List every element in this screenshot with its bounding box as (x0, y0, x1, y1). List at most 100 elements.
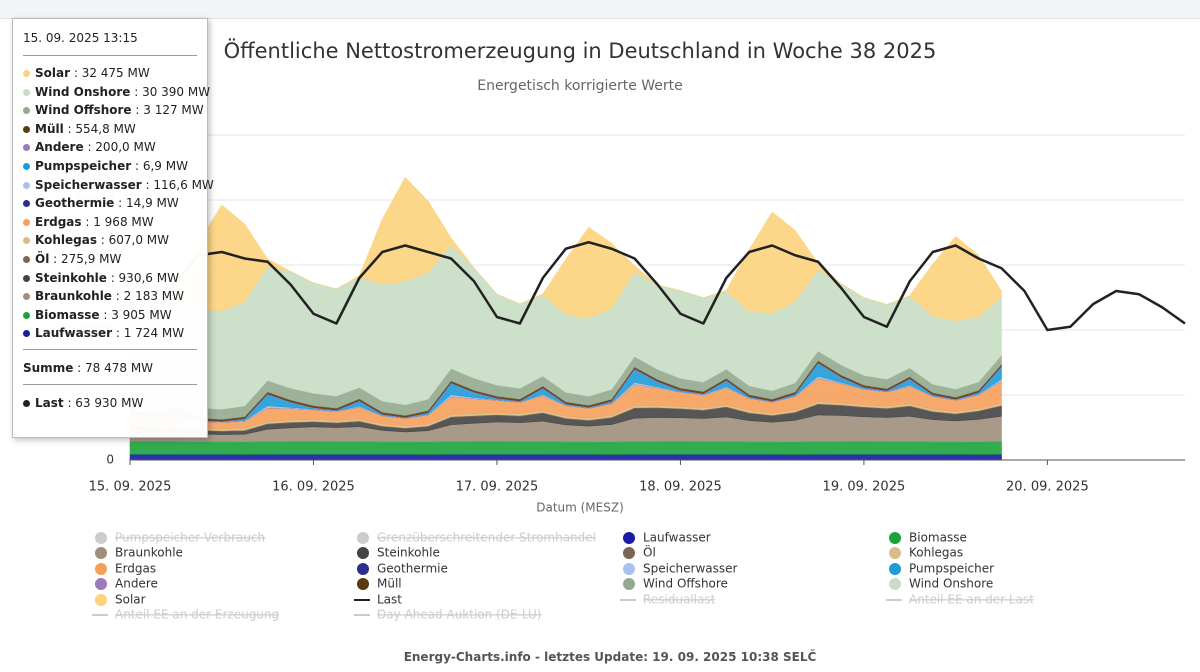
legend-symbol (623, 547, 635, 559)
tooltip-dot (23, 200, 30, 208)
legend-item[interactable]: Grenzüberschreitender Stromhandel (357, 531, 596, 545)
tooltip-name: Pumpspeicher (35, 158, 132, 173)
legend-item[interactable]: Laufwasser (623, 531, 711, 545)
tooltip-dot (23, 70, 30, 77)
legend-item[interactable]: Braunkohle (95, 546, 183, 560)
legend-label: Solar (115, 593, 146, 607)
legend-item[interactable]: Wind Offshore (623, 577, 728, 591)
legend-symbol (357, 547, 369, 559)
x-tick-label: 20. 09. 2025 (1006, 480, 1089, 495)
tooltip-row: Andere200,0 MW (23, 138, 197, 157)
y-tick-label: 0 (106, 453, 114, 467)
legend-item[interactable]: Biomasse (889, 531, 967, 545)
tooltip-name: Steinkohle (35, 270, 107, 285)
legend-symbol (889, 547, 901, 559)
x-tick-label: 19. 09. 2025 (823, 480, 906, 495)
legend-symbol (95, 578, 107, 590)
legend-item[interactable]: Kohlegas (889, 546, 963, 560)
tooltip-row: Wind Onshore30 390 MW (23, 83, 210, 102)
tooltip-row: Müll554,8 MW (23, 120, 197, 139)
tooltip-dot (23, 218, 30, 226)
tooltip-name: Summe (23, 360, 74, 375)
legend-item[interactable]: Anteil EE an der Last (886, 593, 1034, 607)
legend-label: Day Ahead Auktion (DE-LU) (377, 608, 541, 622)
tooltip-value: 1 968 MW (82, 215, 154, 229)
legend-item[interactable]: Pumpspeicher Verbrauch (95, 531, 265, 545)
x-tick-label: 15. 09. 2025 (89, 480, 172, 495)
tooltip-dot (23, 330, 30, 338)
footer: Energy-Charts.info - letztes Update: 19.… (403, 650, 817, 664)
tooltip-row: Öl275,9 MW (23, 250, 197, 269)
legend-symbol (623, 532, 635, 544)
line-series (129, 241, 1186, 332)
legend-item[interactable]: Steinkohle (357, 546, 440, 560)
separator (23, 55, 197, 56)
tooltip-value: 1 724 MW (112, 326, 184, 340)
legend-label: Braunkohle (115, 546, 183, 560)
legend-item[interactable]: Day Ahead Auktion (DE-LU) (354, 608, 541, 622)
legend-label: Geothermie (377, 562, 448, 576)
legend-label: Anteil EE an der Erzeugung (115, 608, 279, 622)
tooltip-name: Andere (35, 140, 84, 155)
legend-item[interactable]: Erdgas (95, 562, 156, 576)
tooltip-value: 2 183 MW (112, 289, 184, 303)
legend-symbol (889, 578, 901, 590)
tooltip-dot (23, 107, 30, 115)
tooltip-name: Laufwasser (35, 326, 113, 341)
tooltip-name: Wind Offshore (35, 103, 132, 118)
x-axis-title: Datum (MESZ) (536, 501, 624, 515)
chart-subtitle: Energetisch korrigierte Werte (477, 78, 683, 94)
tooltip-dot (23, 274, 30, 282)
tooltip-name: Last (35, 395, 64, 410)
legend-item[interactable]: Öl (623, 544, 656, 560)
legend-item[interactable]: Pumpspeicher (889, 562, 994, 576)
legend-label: Öl (643, 544, 656, 560)
tooltip: 15. 09. 2025 13:15 Solar32 475 MW Wind Ons… (12, 18, 214, 438)
x-tick-label: 17. 09. 2025 (456, 480, 539, 495)
tooltip-title: 15. 09. 2025 13:15 (23, 31, 138, 45)
legend-item[interactable]: Müll (357, 577, 402, 591)
legend-label: Grenzüberschreitender Stromhandel (377, 531, 596, 545)
tooltip-dot (23, 311, 30, 319)
legend-item[interactable]: Last (354, 593, 402, 607)
tooltip-dot (23, 237, 30, 245)
legend-item[interactable]: Andere (95, 577, 158, 591)
legend-label: Wind Onshore (909, 577, 993, 591)
tooltip-value: 554,8 MW (64, 122, 136, 136)
legend-item[interactable]: Residuallast (620, 593, 716, 607)
legend-label: Steinkohle (377, 546, 440, 560)
tooltip-row: Braunkohle2 183 MW (23, 287, 197, 306)
legend-item[interactable]: Wind Onshore (889, 577, 993, 591)
legend-item[interactable]: Solar (95, 593, 146, 607)
legend-item[interactable]: Anteil EE an der Erzeugung (92, 608, 279, 622)
tooltip-row: Biomasse3 905 MW (23, 306, 197, 325)
tooltip-row: Laufwasser1 724 MW (23, 324, 197, 343)
legend-item[interactable]: Geothermie (357, 562, 448, 576)
x-tick-label: 18. 09. 2025 (639, 480, 722, 495)
tooltip-name: Solar (35, 66, 71, 80)
legend-symbol (95, 532, 107, 544)
tooltip-value: 63 930 MW (64, 396, 144, 410)
browser-bar (0, 0, 1200, 19)
legend-label: Wind Offshore (643, 577, 728, 591)
tooltip-row: Speicherwasser116,6 MW (23, 176, 214, 195)
tooltip-value: 32 475 MW (70, 66, 150, 80)
legend-label: Residuallast (643, 593, 716, 607)
legend-item[interactable]: Speicherwasser (623, 562, 738, 576)
x-tick-label: 16. 09. 2025 (272, 480, 355, 495)
tooltip-value: 78 478 MW (73, 361, 153, 375)
legend-label: Pumpspeicher (909, 562, 994, 576)
tooltip-row: Steinkohle930,6 MW (23, 269, 197, 288)
tooltip-row: Last63 930 MW (23, 393, 197, 413)
tooltip-value: 607,0 MW (97, 233, 169, 247)
stacked-area (129, 441, 1002, 455)
legend-label: Laufwasser (643, 531, 711, 545)
legend-label: Pumpspeicher Verbrauch (115, 531, 265, 545)
tooltip-row: Pumpspeicher6,9 MW (23, 157, 197, 176)
tooltip-value: 930,6 MW (107, 271, 179, 285)
tooltip-name: Kohlegas (35, 233, 97, 248)
legend-symbol (95, 547, 107, 559)
stacked-area (129, 176, 1002, 322)
tooltip-dot (23, 399, 30, 407)
